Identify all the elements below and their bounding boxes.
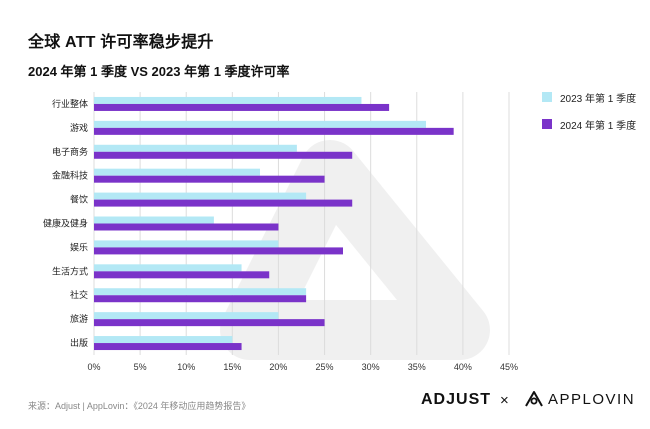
bar-2024 (94, 103, 390, 111)
y-category-label: 社交 (70, 289, 88, 301)
legend-item-2023: 2023 年第 1 季度 (542, 91, 637, 105)
x-tick-label: 20% (269, 362, 287, 372)
times-symbol: × (500, 392, 509, 409)
bar-2024 (94, 175, 325, 183)
applovin-wordmark: APPLOVIN (548, 390, 636, 408)
y-category-label: 健康及健身 (43, 218, 88, 230)
y-category-label: 行业整体 (52, 98, 88, 110)
legend: 2023 年第 1 季度 2024 年第 1 季度 (542, 91, 636, 145)
bar-2024 (94, 151, 353, 159)
y-category-label: 游戏 (70, 122, 88, 134)
y-category-label: 餐饮 (70, 194, 88, 206)
x-tick-label: 40% (454, 362, 472, 372)
bar-2023 (94, 336, 233, 344)
x-tick-label: 0% (87, 362, 100, 372)
y-category-label: 旅游 (70, 313, 88, 325)
source-note: 来源：Adjust | AppLovin：《2024 年移动应用趋势报告》 (28, 401, 251, 411)
bar-2024 (94, 271, 270, 279)
bar-2023 (94, 168, 260, 176)
legend-item-2024: 2024 年第 1 季度 (542, 118, 637, 132)
y-category-label: 电子商务 (52, 146, 88, 158)
applovin-mark-icon (525, 391, 543, 407)
legend-swatch-2023 (542, 92, 552, 102)
x-tick-label: 45% (500, 362, 518, 372)
bar-2023 (94, 216, 214, 224)
bar-2023 (94, 264, 242, 272)
bar-2024 (94, 319, 325, 327)
bar-2023 (94, 192, 307, 200)
chart-title: 全球 ATT 许可率稳步提升 (28, 34, 214, 51)
y-category-label: 娱乐 (70, 241, 88, 253)
y-category-label: 出版 (70, 337, 88, 349)
applovin-logo: APPLOVIN (524, 390, 635, 408)
bar-2023 (94, 120, 426, 128)
bar-2024 (94, 343, 242, 351)
legend-swatch-2024 (542, 119, 552, 129)
x-tick-label: 15% (223, 362, 241, 372)
bar-2023 (94, 96, 362, 104)
x-tick-label: 35% (408, 362, 426, 372)
x-tick-label: 25% (316, 362, 334, 372)
legend-label-2023: 2023 年第 1 季度 (560, 93, 637, 105)
bar-2023 (94, 312, 279, 320)
bar-2024 (94, 223, 279, 231)
bar-2024 (94, 199, 353, 207)
legend-label-2024: 2024 年第 1 季度 (560, 120, 637, 132)
x-tick-label: 10% (177, 362, 195, 372)
bar-2023 (94, 144, 297, 152)
adjust-logo: ADJUST (421, 391, 492, 408)
chart-subtitle: 2024 年第 1 季度 VS 2023 年第 1 季度许可率 (28, 64, 290, 79)
bar-2024 (94, 295, 307, 303)
bar-2024 (94, 247, 343, 255)
bar-2024 (94, 127, 454, 135)
y-category-label: 生活方式 (52, 265, 88, 277)
bar-2023 (94, 288, 307, 296)
x-tick-label: 30% (362, 362, 380, 372)
x-tick-label: 5% (134, 362, 147, 372)
bar-2023 (94, 240, 279, 248)
y-category-label: 金融科技 (52, 170, 88, 182)
